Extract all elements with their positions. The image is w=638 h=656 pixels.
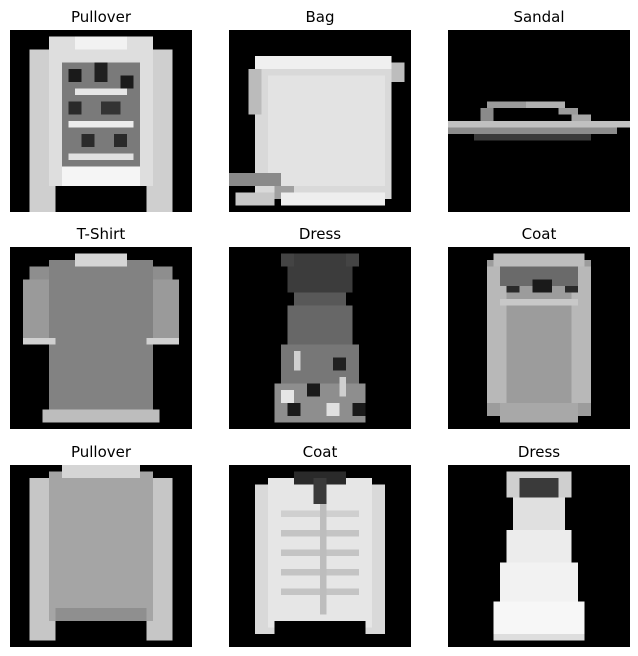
tshirt-image [10, 247, 192, 429]
panel-title: T-Shirt [76, 225, 126, 243]
pullover-image [10, 30, 192, 212]
coat-image [229, 465, 411, 647]
sandal-image [448, 30, 630, 212]
panel-title: Pullover [70, 443, 132, 461]
panel-title: Pullover [70, 8, 132, 26]
bag-image [229, 30, 411, 212]
pullover-image [10, 465, 192, 647]
panel-title: Sandal [513, 8, 565, 26]
coat-image [448, 247, 630, 429]
panel-title: Coat [302, 443, 338, 461]
panel-title: Dress [517, 443, 561, 461]
panel-title: Dress [298, 225, 342, 243]
panel-title: Coat [521, 225, 557, 243]
panel-title: Bag [305, 8, 335, 26]
dress-image [229, 247, 411, 429]
dress-image [448, 465, 630, 647]
